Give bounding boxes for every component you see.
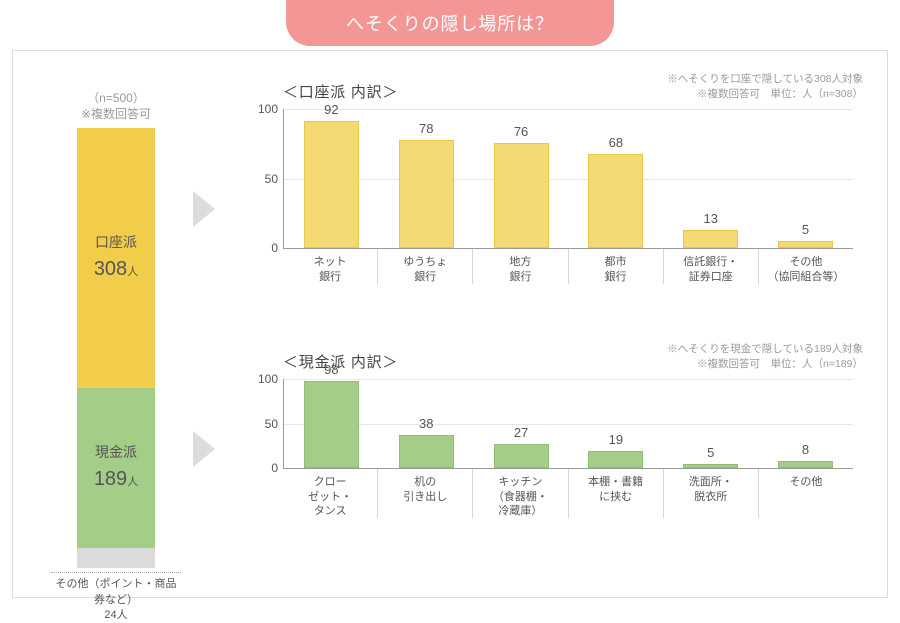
bar: 68	[588, 154, 643, 249]
bar-value-label: 76	[514, 124, 528, 139]
bars-container: 98 38 27 19 5 8	[284, 379, 853, 468]
cash-plot: 0501009838271958	[283, 379, 853, 469]
page-title-banner: へそくりの隠し場所は？	[286, 0, 614, 46]
bar-value-label: 5	[802, 222, 809, 237]
cash-xlabels: クローゼット・タンス机の引き出しキッチン（食器棚・冷蔵庫）本棚・書籍に挟む洗面所…	[283, 469, 853, 518]
bar-slot: 13	[663, 109, 758, 248]
xlabel: キッチン（食器棚・冷蔵庫）	[473, 469, 568, 518]
bar-slot: 76	[474, 109, 569, 248]
xlabel: 都市銀行	[569, 249, 664, 284]
bar-value-label: 78	[419, 121, 433, 136]
bars-container: 92 78 76 68 13 5	[284, 109, 853, 248]
bar-slot: 92	[284, 109, 379, 248]
bar: 8	[778, 461, 833, 468]
stacked-bar-column: （n=500） ※複数回答可 口座派308人現金派189人 その他（ポイント・商…	[51, 91, 181, 623]
bar-value-label: 98	[324, 362, 338, 377]
ytick-label: 100	[246, 372, 278, 386]
bar-value-label: 27	[514, 425, 528, 440]
account-plot: 05010092787668135	[283, 109, 853, 249]
bar-slot: 5	[758, 109, 853, 248]
bar-slot: 27	[474, 379, 569, 468]
chart-frame: （n=500） ※複数回答可 口座派308人現金派189人 その他（ポイント・商…	[12, 50, 888, 598]
arrow-icon	[193, 191, 215, 227]
stacked-seg-account: 口座派308人	[77, 128, 155, 388]
bar-value-label: 13	[703, 211, 717, 226]
stacked-other-count: 24人	[104, 609, 127, 621]
cash-meta-1: ※へそくりを現金で隠している189人対象	[667, 343, 863, 355]
bar: 5	[778, 241, 833, 248]
stacked-seg-label: 現金派189人	[94, 441, 138, 495]
bar: 76	[494, 143, 549, 249]
bar-slot: 78	[379, 109, 474, 248]
cash-chart-block: ＜現金派 内訳＞ ※へそくりを現金で隠している189人対象 ※複数回答可 単位：…	[238, 351, 873, 518]
xlabel: クローゼット・タンス	[283, 469, 378, 518]
bar-value-label: 68	[609, 135, 623, 150]
stacked-other-label: その他（ポイント・商品券など）	[56, 578, 177, 605]
bar: 5	[683, 464, 738, 468]
bar-value-label: 38	[419, 416, 433, 431]
bar-slot: 8	[758, 379, 853, 468]
arrow-icon	[193, 431, 215, 467]
xlabel: 本棚・書籍に挟む	[569, 469, 664, 518]
stacked-note-multi: ※複数回答可	[81, 107, 151, 121]
ytick-label: 50	[246, 172, 278, 186]
bar: 92	[304, 121, 359, 249]
account-meta-1: ※へそくりを口座で隠している308人対象	[667, 73, 863, 85]
ytick-label: 0	[246, 461, 278, 475]
ytick-label: 0	[246, 241, 278, 255]
ytick-label: 100	[246, 102, 278, 116]
ytick-label: 50	[246, 417, 278, 431]
cash-meta-2: ※複数回答可 単位：人（n=189）	[697, 358, 863, 370]
account-meta-2: ※複数回答可 単位：人（n=308）	[697, 88, 863, 100]
xlabel: その他（協同組合等）	[759, 249, 853, 284]
xlabel: 洗面所・脱衣所	[664, 469, 759, 518]
stacked-note-n: （n=500）	[87, 91, 145, 105]
stacked-seg-label: 口座派308人	[94, 231, 138, 285]
bar: 19	[588, 451, 643, 468]
bar: 27	[494, 444, 549, 468]
stacked-note: （n=500） ※複数回答可	[51, 91, 181, 122]
stacked-seg-other	[77, 548, 155, 568]
xlabel: 信託銀行・証券口座	[664, 249, 759, 284]
bar-value-label: 8	[802, 442, 809, 457]
bar-slot: 98	[284, 379, 379, 468]
stacked-other-note: その他（ポイント・商品券など） 24人	[51, 572, 181, 623]
bar: 78	[399, 140, 454, 248]
account-xlabels: ネット銀行ゆうちょ銀行地方銀行都市銀行信託銀行・証券口座その他（協同組合等）	[283, 249, 853, 284]
bar-slot: 68	[568, 109, 663, 248]
bar: 38	[399, 435, 454, 469]
stacked-bar: 口座派308人現金派189人	[77, 128, 155, 568]
bar-slot: 5	[663, 379, 758, 468]
xlabel: 地方銀行	[473, 249, 568, 284]
bar-value-label: 5	[707, 445, 714, 460]
account-chart-block: ＜口座派 内訳＞ ※へそくりを口座で隠している308人対象 ※複数回答可 単位：…	[238, 81, 873, 284]
page-title: へそくりの隠し場所は？	[346, 14, 554, 34]
bar-slot: 38	[379, 379, 474, 468]
xlabel: その他	[759, 469, 853, 518]
bar: 98	[304, 381, 359, 468]
bar-slot: 19	[568, 379, 663, 468]
xlabel: ネット銀行	[283, 249, 378, 284]
xlabel: ゆうちょ銀行	[378, 249, 473, 284]
xlabel: 机の引き出し	[378, 469, 473, 518]
bar: 13	[683, 230, 738, 248]
bar-value-label: 92	[324, 102, 338, 117]
stacked-seg-cash: 現金派189人	[77, 388, 155, 548]
bar-value-label: 19	[609, 432, 623, 447]
